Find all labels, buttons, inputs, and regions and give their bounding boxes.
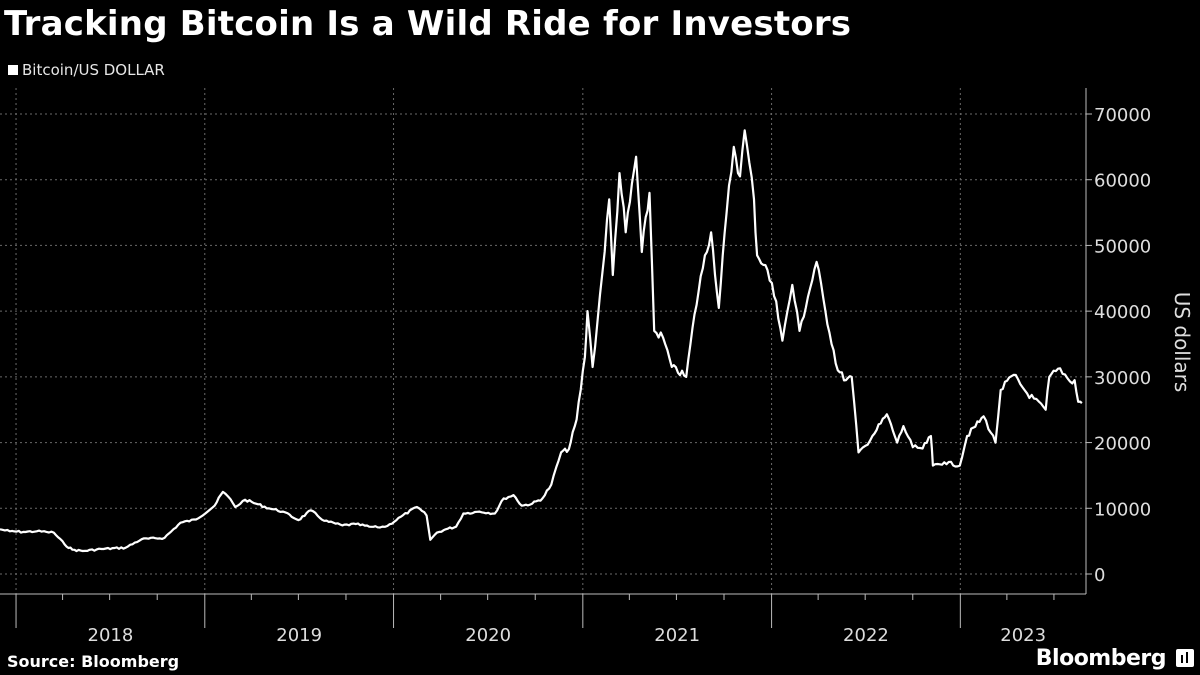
x-tick-label: 2020 — [465, 625, 511, 646]
y-tick-label: 60000 — [1094, 171, 1151, 192]
y-axis: 0 10000 20000 30000 40000 50000 60000 70000 — [1085, 88, 1151, 594]
series-line-bitcoin-usd — [0, 129, 1083, 553]
x-tick-label: 2022 — [843, 625, 889, 646]
y-tick-label: 70000 — [1094, 105, 1151, 126]
x-tick-label: 2023 — [1000, 625, 1046, 646]
y-tick-label: 30000 — [1094, 368, 1151, 389]
bloomberg-logo: Bloomberg — [1035, 646, 1167, 671]
chart-title: Tracking Bitcoin Is a Wild Ride for Inve… — [4, 4, 852, 44]
bloomberg-chart-icon — [1176, 649, 1194, 667]
x-tick-label: 2021 — [654, 625, 700, 646]
grid-lines — [0, 88, 1086, 594]
x-axis: 2018 2019 2020 2021 2022 2023 — [0, 593, 1086, 646]
y-axis-label: US dollars — [1170, 292, 1194, 393]
y-tick-label: 0 — [1094, 565, 1105, 586]
source-note: Source: Bloomberg — [7, 652, 180, 671]
legend-label: Bitcoin/US DOLLAR — [22, 61, 165, 79]
y-tick-label: 40000 — [1094, 302, 1151, 323]
y-tick-label: 10000 — [1094, 499, 1151, 520]
legend: Bitcoin/US DOLLAR — [8, 61, 165, 79]
x-tick-label: 2018 — [88, 625, 134, 646]
y-tick-label: 50000 — [1094, 236, 1151, 257]
legend-swatch — [8, 65, 18, 75]
y-tick-label: 20000 — [1094, 434, 1151, 455]
x-tick-label: 2019 — [276, 625, 322, 646]
